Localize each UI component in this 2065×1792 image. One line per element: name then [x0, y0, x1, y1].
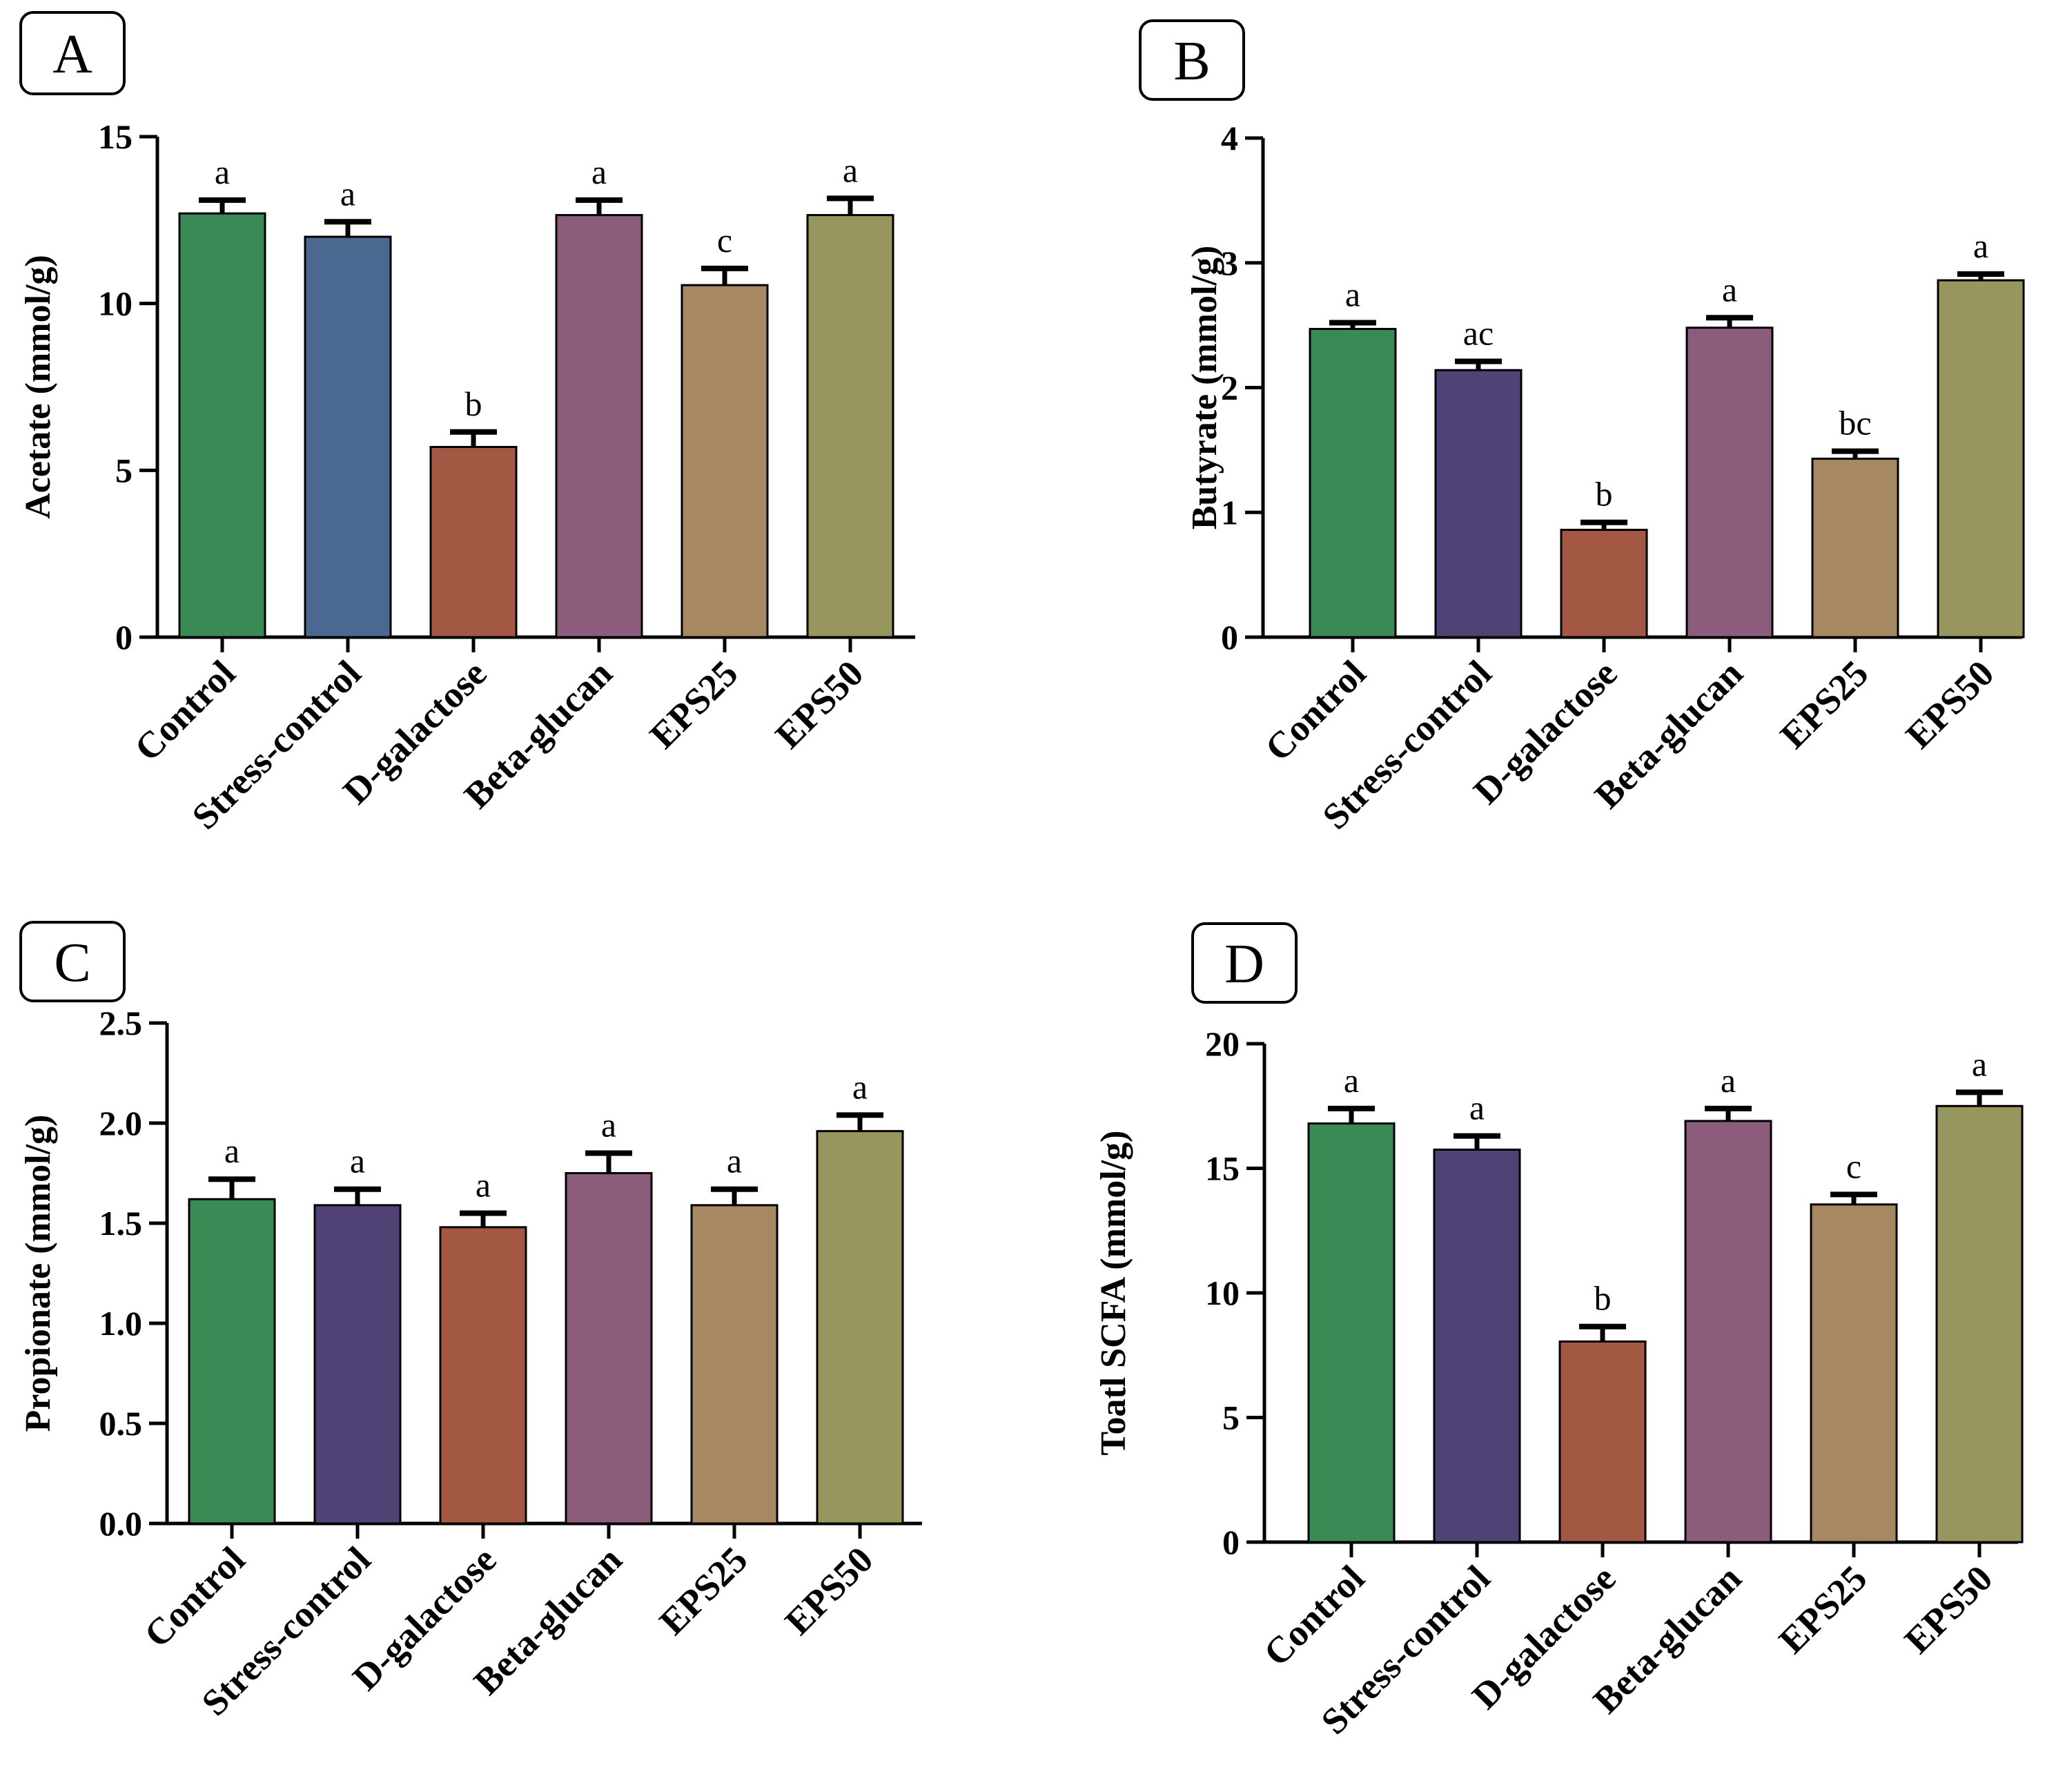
bar-beta-glucan [1684, 1120, 1772, 1543]
chart-panel-c: C 0.0 0.5 1.0 1.5 2.0 2.5 Propionate (mmol/g) a C… [19, 921, 922, 1724]
significance-letter: a [852, 1067, 868, 1106]
y-axis-title: Toatl SCFA (mmol/g) [1094, 1131, 1133, 1456]
panel-label-box [19, 921, 126, 1002]
y-tick-label: 3 [1221, 244, 1238, 282]
category-label: Control [136, 1539, 253, 1655]
panel-label: A [52, 24, 92, 85]
y-tick-label: 5 [1222, 1399, 1240, 1437]
y-tick-label: 0 [115, 618, 133, 656]
bar-eps50 [816, 1130, 904, 1525]
significance-letter: a [1469, 1089, 1485, 1127]
significance-letter: b [1596, 475, 1613, 514]
category-label: EPS25 [642, 652, 746, 757]
significance-letter: a [843, 150, 858, 189]
significance-letter: a [215, 153, 230, 191]
category-label: EPS25 [1772, 652, 1877, 757]
bar-eps25 [1811, 458, 1899, 639]
bar-eps25 [1810, 1203, 1898, 1543]
significance-letter: a [601, 1106, 616, 1145]
significance-letter: b [1594, 1279, 1612, 1318]
bar-beta-glucan [565, 1172, 653, 1525]
y-axis-title: Propionate (mmol/g) [19, 1115, 58, 1432]
significance-letter: a [224, 1131, 239, 1170]
y-tick-label: 0 [1221, 618, 1238, 656]
y-tick-label: 15 [98, 117, 133, 156]
bar-control [178, 212, 266, 639]
bar-stress-control [1433, 1148, 1521, 1543]
panel-label-box [19, 11, 126, 95]
bar-d-galactose [1560, 529, 1648, 639]
significance-letter: a [727, 1142, 742, 1180]
category-label: EPS50 [777, 1539, 881, 1643]
bar-eps50 [1935, 1104, 2024, 1543]
significance-letter: a [1345, 275, 1360, 314]
y-tick-label: 1 [1221, 493, 1238, 532]
significance-letter: c [1846, 1147, 1861, 1185]
panel-label: B [1173, 31, 1210, 92]
significance-letter: a [1973, 226, 1988, 265]
bar-control [188, 1198, 276, 1525]
bar-stress-control [304, 235, 392, 639]
panel-label: D [1224, 934, 1264, 995]
category-label: Control [1257, 652, 1373, 769]
y-tick-label: 0.5 [99, 1404, 143, 1443]
significance-letter: a [1344, 1061, 1359, 1100]
bar-beta-glucan [555, 214, 643, 639]
y-tick-label: 0.0 [99, 1504, 143, 1543]
y-tick-label: 0 [1222, 1523, 1240, 1561]
bar-eps25 [681, 284, 769, 639]
bar-control [1309, 328, 1397, 639]
bar-beta-glucan [1685, 327, 1774, 639]
bar-d-galactose [1558, 1340, 1647, 1543]
significance-letter: a [1721, 1061, 1736, 1100]
panel-label-box [1191, 922, 1298, 1004]
panel-label: C [54, 933, 90, 993]
y-tick-label: 10 [98, 284, 133, 323]
y-tick-label: 1.5 [99, 1204, 143, 1243]
category-label: EPS25 [652, 1539, 756, 1643]
panel-label-box [1139, 19, 1245, 101]
bar-d-galactose [429, 446, 518, 639]
category-label: Control [126, 652, 243, 769]
y-axis-title: Butyrate (mmol/g) [1185, 246, 1224, 530]
category-label: EPS50 [1897, 1557, 2001, 1662]
y-tick-label: 15 [1205, 1149, 1240, 1188]
significance-letter: ac [1463, 314, 1494, 353]
bar-control [1307, 1122, 1396, 1543]
bar-eps50 [1937, 279, 2025, 639]
y-axis-title: Acetate (mmol/g) [19, 255, 58, 519]
y-tick-label: 20 [1205, 1024, 1240, 1063]
y-tick-label: 5 [115, 451, 133, 489]
significance-letter: b [465, 384, 482, 423]
significance-letter: a [350, 1142, 365, 1180]
significance-letter: a [591, 153, 607, 191]
y-tick-label: 1.0 [99, 1304, 143, 1343]
y-tick-label: 2 [1221, 369, 1238, 407]
significance-letter: a [476, 1166, 491, 1205]
significance-letter: a [1722, 270, 1737, 309]
bar-stress-control [313, 1204, 402, 1525]
bar-eps50 [806, 214, 894, 639]
category-label: EPS25 [1771, 1557, 1875, 1662]
y-tick-label: 2.0 [99, 1104, 143, 1142]
category-label: Control [1255, 1557, 1372, 1674]
significance-letter: a [1972, 1044, 1987, 1083]
bar-d-galactose [439, 1226, 527, 1525]
y-tick-label: 10 [1205, 1274, 1240, 1312]
significance-letter: a [340, 174, 355, 213]
bar-eps25 [690, 1204, 779, 1525]
y-tick-label: 2.5 [99, 1004, 143, 1042]
significance-letter: bc [1839, 404, 1871, 442]
category-label: EPS50 [767, 652, 872, 757]
significance-letter: c [717, 221, 732, 260]
y-tick-label: 4 [1221, 119, 1238, 157]
bar-stress-control [1434, 369, 1523, 639]
category-label: EPS50 [1898, 652, 2002, 757]
